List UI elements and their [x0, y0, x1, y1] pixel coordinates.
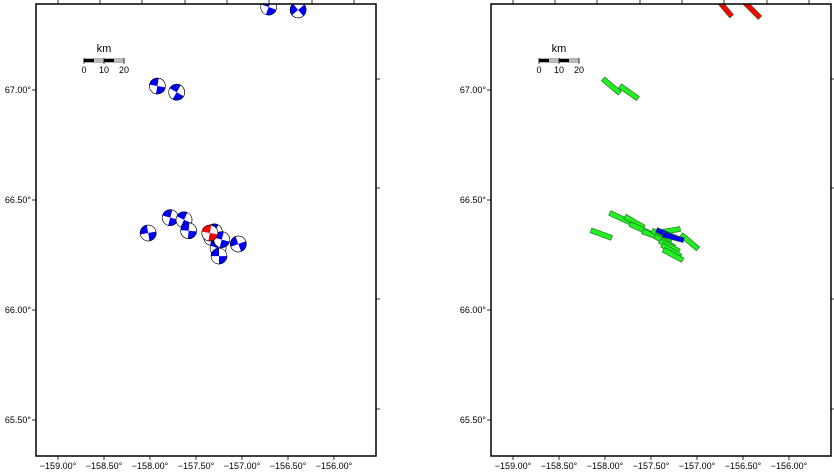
lat-label: 67.00°: [5, 85, 32, 95]
focal-mechanism-beachball[interactable]: [201, 224, 220, 243]
fault-plane-bar[interactable]: [661, 231, 685, 244]
focal-mechanism-map: −159.00° −158.50° −158.00° −157.50° −157.00°…: [5, 0, 380, 471]
fault-plane-bar[interactable]: [742, 0, 763, 20]
scale-bar: km 0 10 20: [536, 43, 584, 75]
lon-label: −158.50°: [86, 461, 123, 471]
fault-plane-bar[interactable]: [618, 83, 640, 101]
lat-label: 66.50°: [5, 195, 32, 205]
fault-plane-bar[interactable]: [715, 0, 735, 19]
scale-label: 10: [99, 65, 109, 75]
fault-plane-bar[interactable]: [589, 227, 613, 241]
scale-label: 0: [81, 65, 86, 75]
lon-label: −158.00°: [587, 461, 624, 471]
lon-label: −156.50°: [725, 461, 762, 471]
lon-label: −158.50°: [541, 461, 578, 471]
focal-mechanism-beachball[interactable]: [228, 234, 249, 255]
lon-label: −159.00°: [495, 461, 532, 471]
focal-mechanism-beachball[interactable]: [166, 81, 188, 103]
map-frame: [490, 3, 832, 457]
lon-label: −157.00°: [224, 461, 261, 471]
lon-label: −157.50°: [178, 461, 215, 471]
fault-plane-bar[interactable]: [600, 76, 622, 96]
scale-unit: km: [552, 43, 567, 55]
lat-label: 66.00°: [5, 305, 32, 315]
focal-mechanism-beachball[interactable]: [210, 247, 228, 265]
fault-plane-bar[interactable]: [679, 232, 701, 252]
fault-plane-bar[interactable]: [661, 247, 685, 263]
scale-bar: km 0 10 20: [81, 43, 129, 75]
scale-label: 20: [574, 65, 584, 75]
lon-label: −158.00°: [132, 461, 169, 471]
lon-label: −159.00°: [40, 461, 77, 471]
focal-mechanism-beachball[interactable]: [148, 77, 167, 96]
map-frame: [35, 3, 377, 457]
lat-label: 66.00°: [460, 305, 487, 315]
map-content: [139, 0, 310, 265]
map-content: [589, 0, 763, 263]
lat-label: 66.50°: [460, 195, 487, 205]
scale-label: 20: [119, 65, 129, 75]
lon-label: −156.50°: [270, 461, 307, 471]
lon-label: −157.50°: [633, 461, 670, 471]
lat-label: 65.50°: [460, 415, 487, 425]
fault-plane-map: −159.00° −158.50° −158.00° −157.50° −157.00°…: [460, 0, 834, 471]
lat-label: 65.50°: [5, 415, 32, 425]
lon-label: −156.00°: [771, 461, 808, 471]
lon-label: −157.00°: [679, 461, 716, 471]
scale-label: 0: [536, 65, 541, 75]
scale-label: 10: [554, 65, 564, 75]
focal-mechanism-beachball[interactable]: [180, 222, 197, 240]
focal-mechanism-beachball[interactable]: [287, 0, 310, 21]
focal-mechanism-beachball[interactable]: [160, 208, 180, 228]
lon-label: −156.00°: [316, 461, 353, 471]
scale-unit: km: [97, 43, 112, 55]
lat-label: 67.00°: [460, 85, 487, 95]
focal-mechanism-beachball[interactable]: [139, 224, 158, 243]
